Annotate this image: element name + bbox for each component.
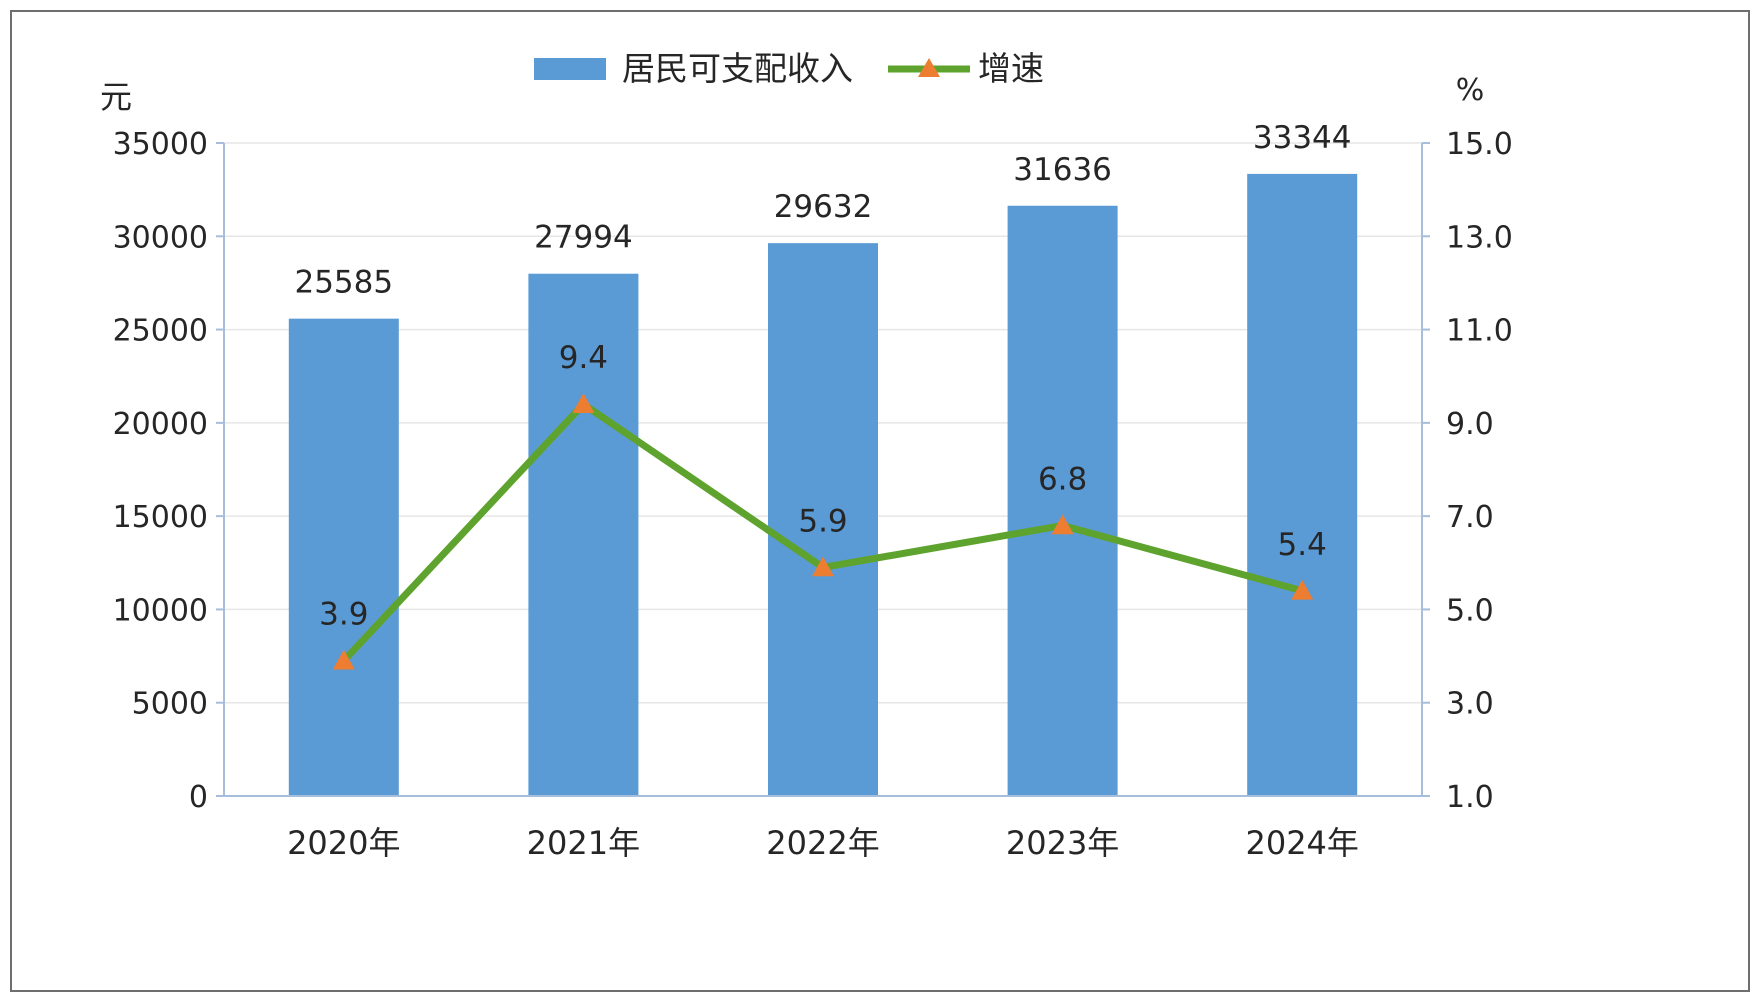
left-axis-tick-label: 5000 (132, 687, 208, 722)
bar-value-label: 25585 (294, 265, 393, 301)
right-axis-tick-label: 5.0 (1446, 593, 1494, 628)
left-axis-tick-label: 20000 (113, 407, 208, 442)
left-axis-unit: 元 (100, 78, 132, 116)
growth-value-label: 6.8 (1038, 461, 1087, 497)
right-axis-tick-label: 11.0 (1446, 314, 1513, 349)
growth-value-label: 3.9 (319, 597, 368, 633)
bar-value-label: 31636 (1013, 152, 1112, 188)
right-axis-tick-label: 1.0 (1446, 780, 1494, 815)
left-axis-tick-label: 10000 (113, 593, 208, 628)
right-axis-unit: % (1456, 73, 1485, 108)
growth-value-label: 5.4 (1278, 527, 1327, 563)
left-axis-tick-label: 35000 (113, 127, 208, 162)
bar (768, 243, 878, 796)
x-axis-category-label: 2020年 (287, 824, 400, 862)
left-axis-tick-label: 30000 (113, 220, 208, 255)
growth-marker (1051, 514, 1074, 535)
growth-marker (1291, 579, 1314, 600)
bar (288, 318, 399, 796)
right-axis-tick-label: 13.0 (1446, 220, 1513, 255)
legend-bar-label: 居民可支配收入 (622, 49, 853, 88)
legend-bar-swatch (534, 58, 606, 80)
x-axis-category-label: 2022年 (766, 824, 879, 862)
right-axis-tick-label: 3.0 (1446, 687, 1494, 722)
right-axis-tick-label: 7.0 (1446, 500, 1494, 535)
growth-marker (572, 393, 595, 413)
legend-line-marker (918, 58, 940, 77)
left-axis-tick-label: 25000 (113, 314, 208, 349)
right-axis-tick-label: 9.0 (1446, 407, 1494, 442)
growth-marker (332, 649, 355, 670)
bar (1247, 173, 1358, 796)
bar-value-label: 27994 (534, 220, 633, 256)
bar-value-label: 33344 (1253, 120, 1352, 156)
left-axis-tick-label: 0 (189, 780, 208, 815)
left-axis-tick-label: 15000 (113, 500, 208, 535)
growth-marker (812, 556, 834, 577)
chart-frame: 0 5000 10000 15000 20000 25000 30000 35000 1.0 3.… (10, 10, 1750, 992)
bar (1007, 205, 1118, 796)
growth-value-label: 5.9 (798, 503, 847, 539)
legend-line-label: 增速 (978, 49, 1044, 88)
x-axis-category-label: 2024年 (1245, 824, 1358, 862)
right-axis-tick-label: 15.0 (1446, 127, 1513, 162)
bar (528, 273, 639, 797)
bar-value-label: 29632 (774, 189, 873, 225)
x-axis-category-label: 2021年 (527, 824, 640, 862)
income-chart: 0 5000 10000 15000 20000 25000 30000 35000 1.0 3.… (100, 49, 1513, 862)
x-axis-category-label: 2023年 (1006, 824, 1119, 862)
growth-value-label: 9.4 (559, 340, 608, 376)
